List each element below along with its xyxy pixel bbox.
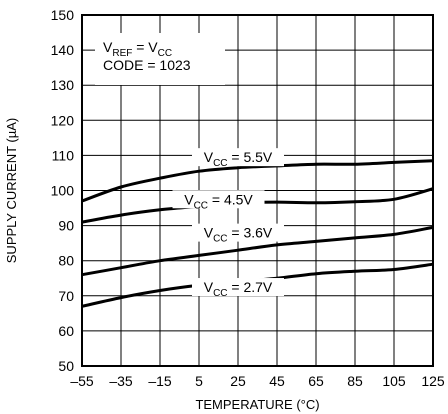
series-label-bg xyxy=(192,148,284,167)
x-tick-label: –35 xyxy=(109,373,133,389)
y-tick-label: 90 xyxy=(58,218,74,234)
y-tick-label: 100 xyxy=(51,183,75,199)
y-tick-label: 50 xyxy=(58,358,74,374)
series-label-bg xyxy=(172,190,265,209)
plot-frame xyxy=(81,14,434,367)
series-label: VCC = 5.5V xyxy=(204,149,273,169)
y-tick-label: 70 xyxy=(58,288,74,304)
y-axis-label: SUPPLY CURRENT (µA) xyxy=(4,118,19,263)
x-tick-label: 105 xyxy=(382,373,406,389)
x-tick-label: 85 xyxy=(347,373,363,389)
y-tick-label: 80 xyxy=(58,253,74,269)
conditions-bg xyxy=(95,33,225,85)
x-tick-label: 45 xyxy=(269,373,285,389)
y-tick-label: 120 xyxy=(51,112,75,128)
series-label: VCC = 2.7V xyxy=(204,279,273,299)
series-label-bg xyxy=(192,223,284,242)
y-tick-label: 150 xyxy=(51,7,75,23)
condition-vref: VREF = VCC xyxy=(103,39,172,59)
x-tick-label: 65 xyxy=(308,373,324,389)
series-line xyxy=(81,225,434,277)
series-label: VCC = 4.5V xyxy=(184,191,253,211)
x-axis-label: TEMPERATURE (°C) xyxy=(195,397,319,412)
y-tick-label: 140 xyxy=(51,42,75,58)
series-labels: VCC = 5.5V VCC = 4.5V VCC = 3.6V VCC = 2.7V xyxy=(172,148,284,299)
tick-labels: 50 60 70 80 90 100 110 120 130 140 150 –55 –35 –15 5 25… xyxy=(51,7,445,389)
y-tick-label: 110 xyxy=(52,147,75,163)
series-label: VCC = 3.6V xyxy=(204,225,273,245)
x-tick-label: 5 xyxy=(195,373,203,389)
x-tick-label: –55 xyxy=(70,373,94,389)
x-tick-label: 25 xyxy=(230,373,246,389)
y-tick-label: 60 xyxy=(58,323,74,339)
series-line xyxy=(81,159,434,203)
y-tick-label: 130 xyxy=(51,77,75,93)
x-tick-label: 125 xyxy=(421,373,445,389)
series-label-bg xyxy=(192,278,284,297)
condition-code: CODE = 1023 xyxy=(103,57,191,73)
x-tick-label: –15 xyxy=(148,373,172,389)
